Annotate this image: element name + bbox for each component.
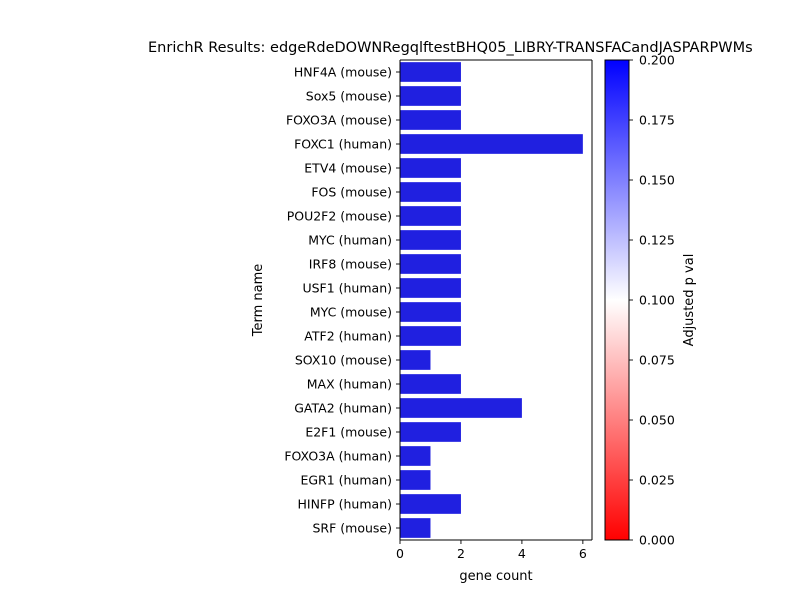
y-tick-label: ETV4 (mouse): [304, 161, 392, 176]
colorbar-tick-label: 0.025: [639, 473, 675, 488]
bar-10: [400, 302, 461, 322]
y-tick-label: USF1 (human): [302, 281, 392, 296]
chart-title: EnrichR Results: edgeRdeDOWNRegqlftestBH…: [148, 40, 753, 56]
bar-17: [400, 470, 431, 490]
bar-4: [400, 158, 461, 178]
x-tick-label: 4: [518, 546, 526, 561]
y-tick-label: Sox5 (mouse): [306, 89, 392, 104]
y-tick-label: EGR1 (human): [300, 473, 392, 488]
y-axis-label: Term name: [251, 264, 266, 338]
bar-7: [400, 230, 461, 250]
y-tick-label: MYC (mouse): [310, 305, 392, 320]
bar-14: [400, 398, 522, 418]
colorbar-tick-label: 0.175: [639, 113, 675, 128]
colorbar-tick-label: 0.125: [639, 233, 675, 248]
bar-19: [400, 518, 431, 538]
bar-8: [400, 254, 461, 274]
y-tick-label: MYC (human): [308, 233, 392, 248]
colorbar-label: Adjusted p val: [682, 254, 697, 347]
bar-13: [400, 374, 461, 394]
y-tick-label: IRF8 (mouse): [309, 257, 392, 272]
colorbar-tick-label: 0.100: [639, 293, 675, 308]
bar-1: [400, 86, 461, 106]
bar-15: [400, 422, 461, 442]
bar-6: [400, 206, 461, 226]
colorbar-tick-label: 0.200: [639, 53, 675, 68]
x-tick-label: 2: [457, 546, 465, 561]
y-tick-label: FOXO3A (human): [284, 449, 392, 464]
x-axis-label: gene count: [459, 569, 532, 584]
colorbar: 0.000 0.025 0.050 0.075 0.100 0.125 0.150 0.175…: [604, 53, 675, 548]
y-tick-label: GATA2 (human): [294, 401, 392, 416]
colorbar-tick-label: 0.150: [639, 173, 675, 188]
plot-area: HNF4A (mouse) Sox5 (mouse) FOXO3A (mouse) F…: [284, 59, 593, 561]
x-tick-label: 6: [579, 546, 587, 561]
y-tick-label: HNF4A (mouse): [294, 65, 392, 80]
bar-11: [400, 326, 461, 346]
colorbar-gradient: [604, 59, 630, 541]
bar-9: [400, 278, 461, 298]
y-tick-label: FOXC1 (human): [294, 137, 392, 152]
colorbar-tick-label: 0.050: [639, 413, 675, 428]
y-tick-label: E2F1 (mouse): [305, 425, 392, 440]
bar-3: [400, 134, 583, 154]
y-tick-label: SRF (mouse): [313, 521, 393, 536]
y-tick-label: FOS (mouse): [311, 185, 392, 200]
bar-0: [400, 62, 461, 82]
y-tick-label: MAX (human): [307, 377, 392, 392]
bar-12: [400, 350, 431, 370]
y-tick-label: ATF2 (human): [304, 329, 392, 344]
bar-5: [400, 182, 461, 202]
y-tick-label: FOXO3A (mouse): [286, 113, 392, 128]
colorbar-tick-label: 0.000: [639, 533, 675, 548]
colorbar-tick-label: 0.075: [639, 353, 675, 368]
y-tick-label: POU2F2 (mouse): [287, 209, 392, 224]
bar-18: [400, 494, 461, 514]
y-tick-label: SOX10 (mouse): [295, 353, 392, 368]
x-tick-label: 0: [396, 546, 404, 561]
bar-16: [400, 446, 431, 466]
y-tick-label: HINFP (human): [298, 497, 393, 512]
bar-2: [400, 110, 461, 130]
